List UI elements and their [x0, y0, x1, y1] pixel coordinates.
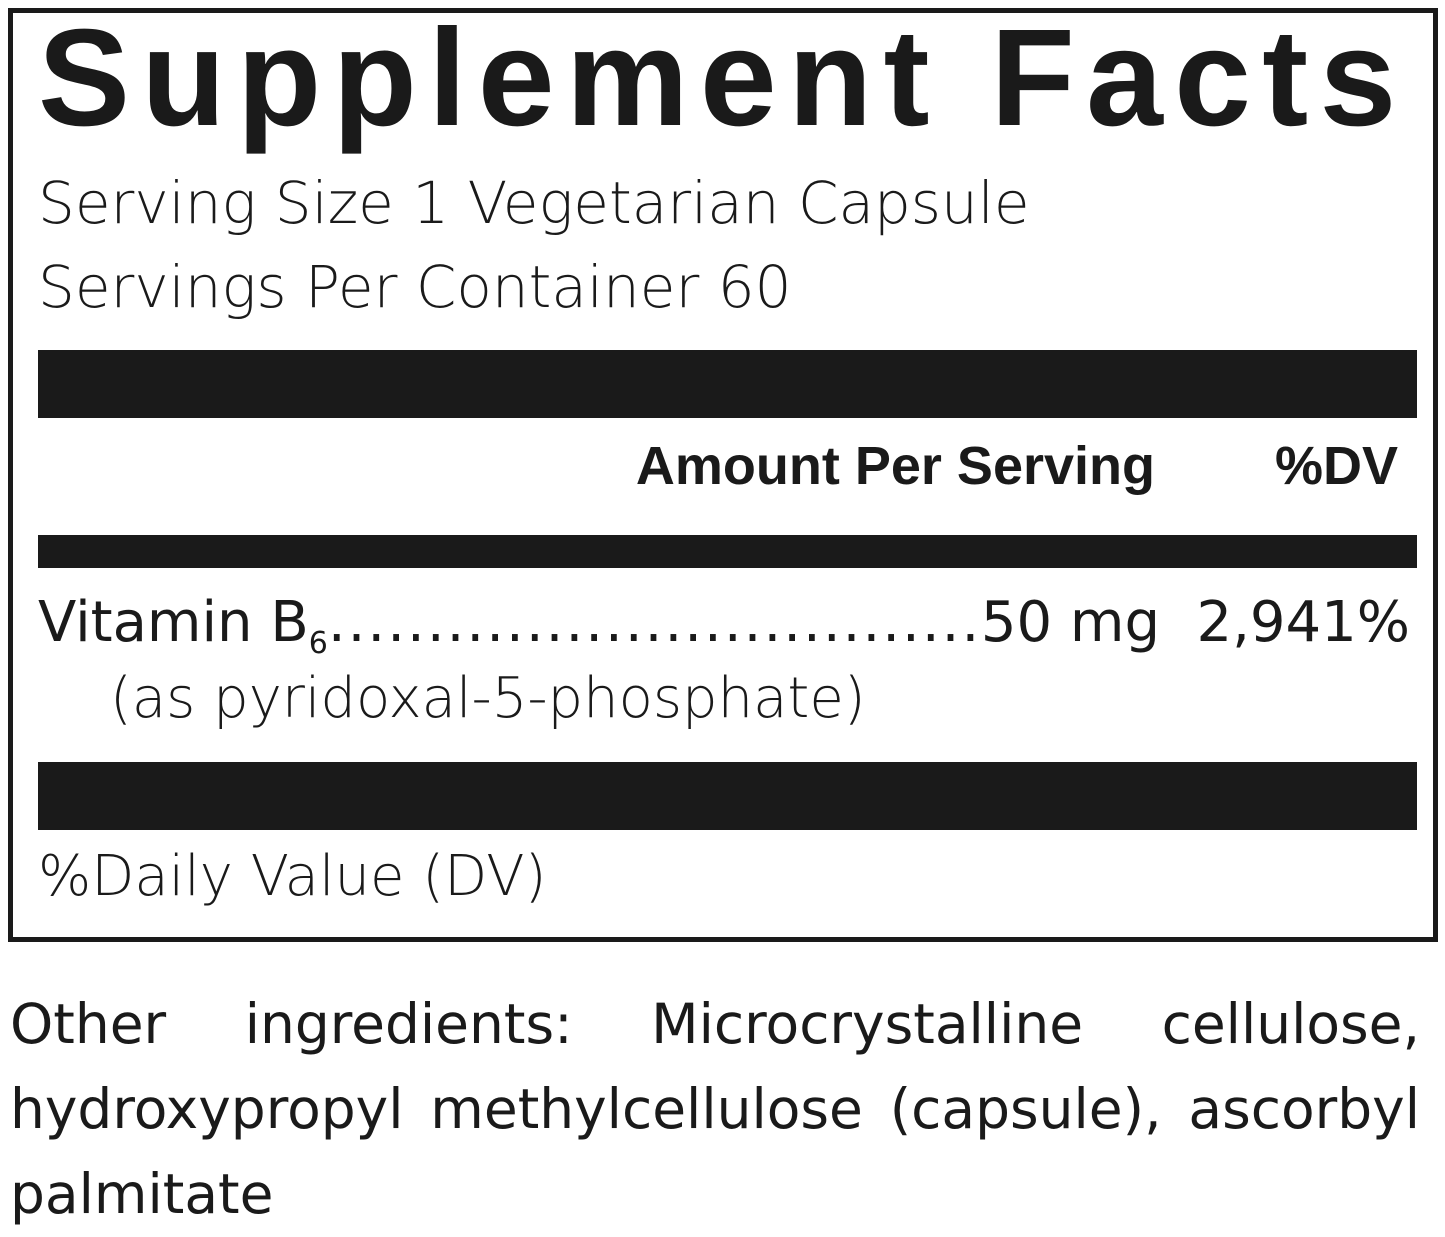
- nutrient-dv: 2,941%: [1196, 590, 1410, 655]
- other-ingredients: Other ingredients: Microcrystalline cell…: [10, 992, 1420, 1226]
- divider-bar: [38, 535, 1417, 568]
- supplement-facts-panel: [8, 8, 1438, 942]
- panel-title: Supplement Facts: [38, 1, 1408, 155]
- amount-per-serving-header: Amount Per Serving: [635, 436, 1155, 496]
- dv-header: %DV: [1274, 436, 1398, 496]
- leader-dots: ........................................…: [327, 590, 981, 655]
- serving-size: Serving Size 1 Vegetarian Capsule: [38, 169, 1030, 237]
- nutrient-row: Vitamin B6 .............................…: [38, 588, 1410, 679]
- divider-bar: [38, 762, 1417, 830]
- servings-per-container: Servings Per Container 60: [38, 253, 792, 321]
- nutrient-amount: 50 mg: [980, 590, 1160, 655]
- daily-value-footnote: %Daily Value (DV): [38, 844, 547, 909]
- nutrient-source: (as pyridoxal-5-phosphate): [110, 666, 866, 731]
- divider-bar: [38, 350, 1417, 418]
- nutrient-name: Vitamin B6: [38, 590, 328, 662]
